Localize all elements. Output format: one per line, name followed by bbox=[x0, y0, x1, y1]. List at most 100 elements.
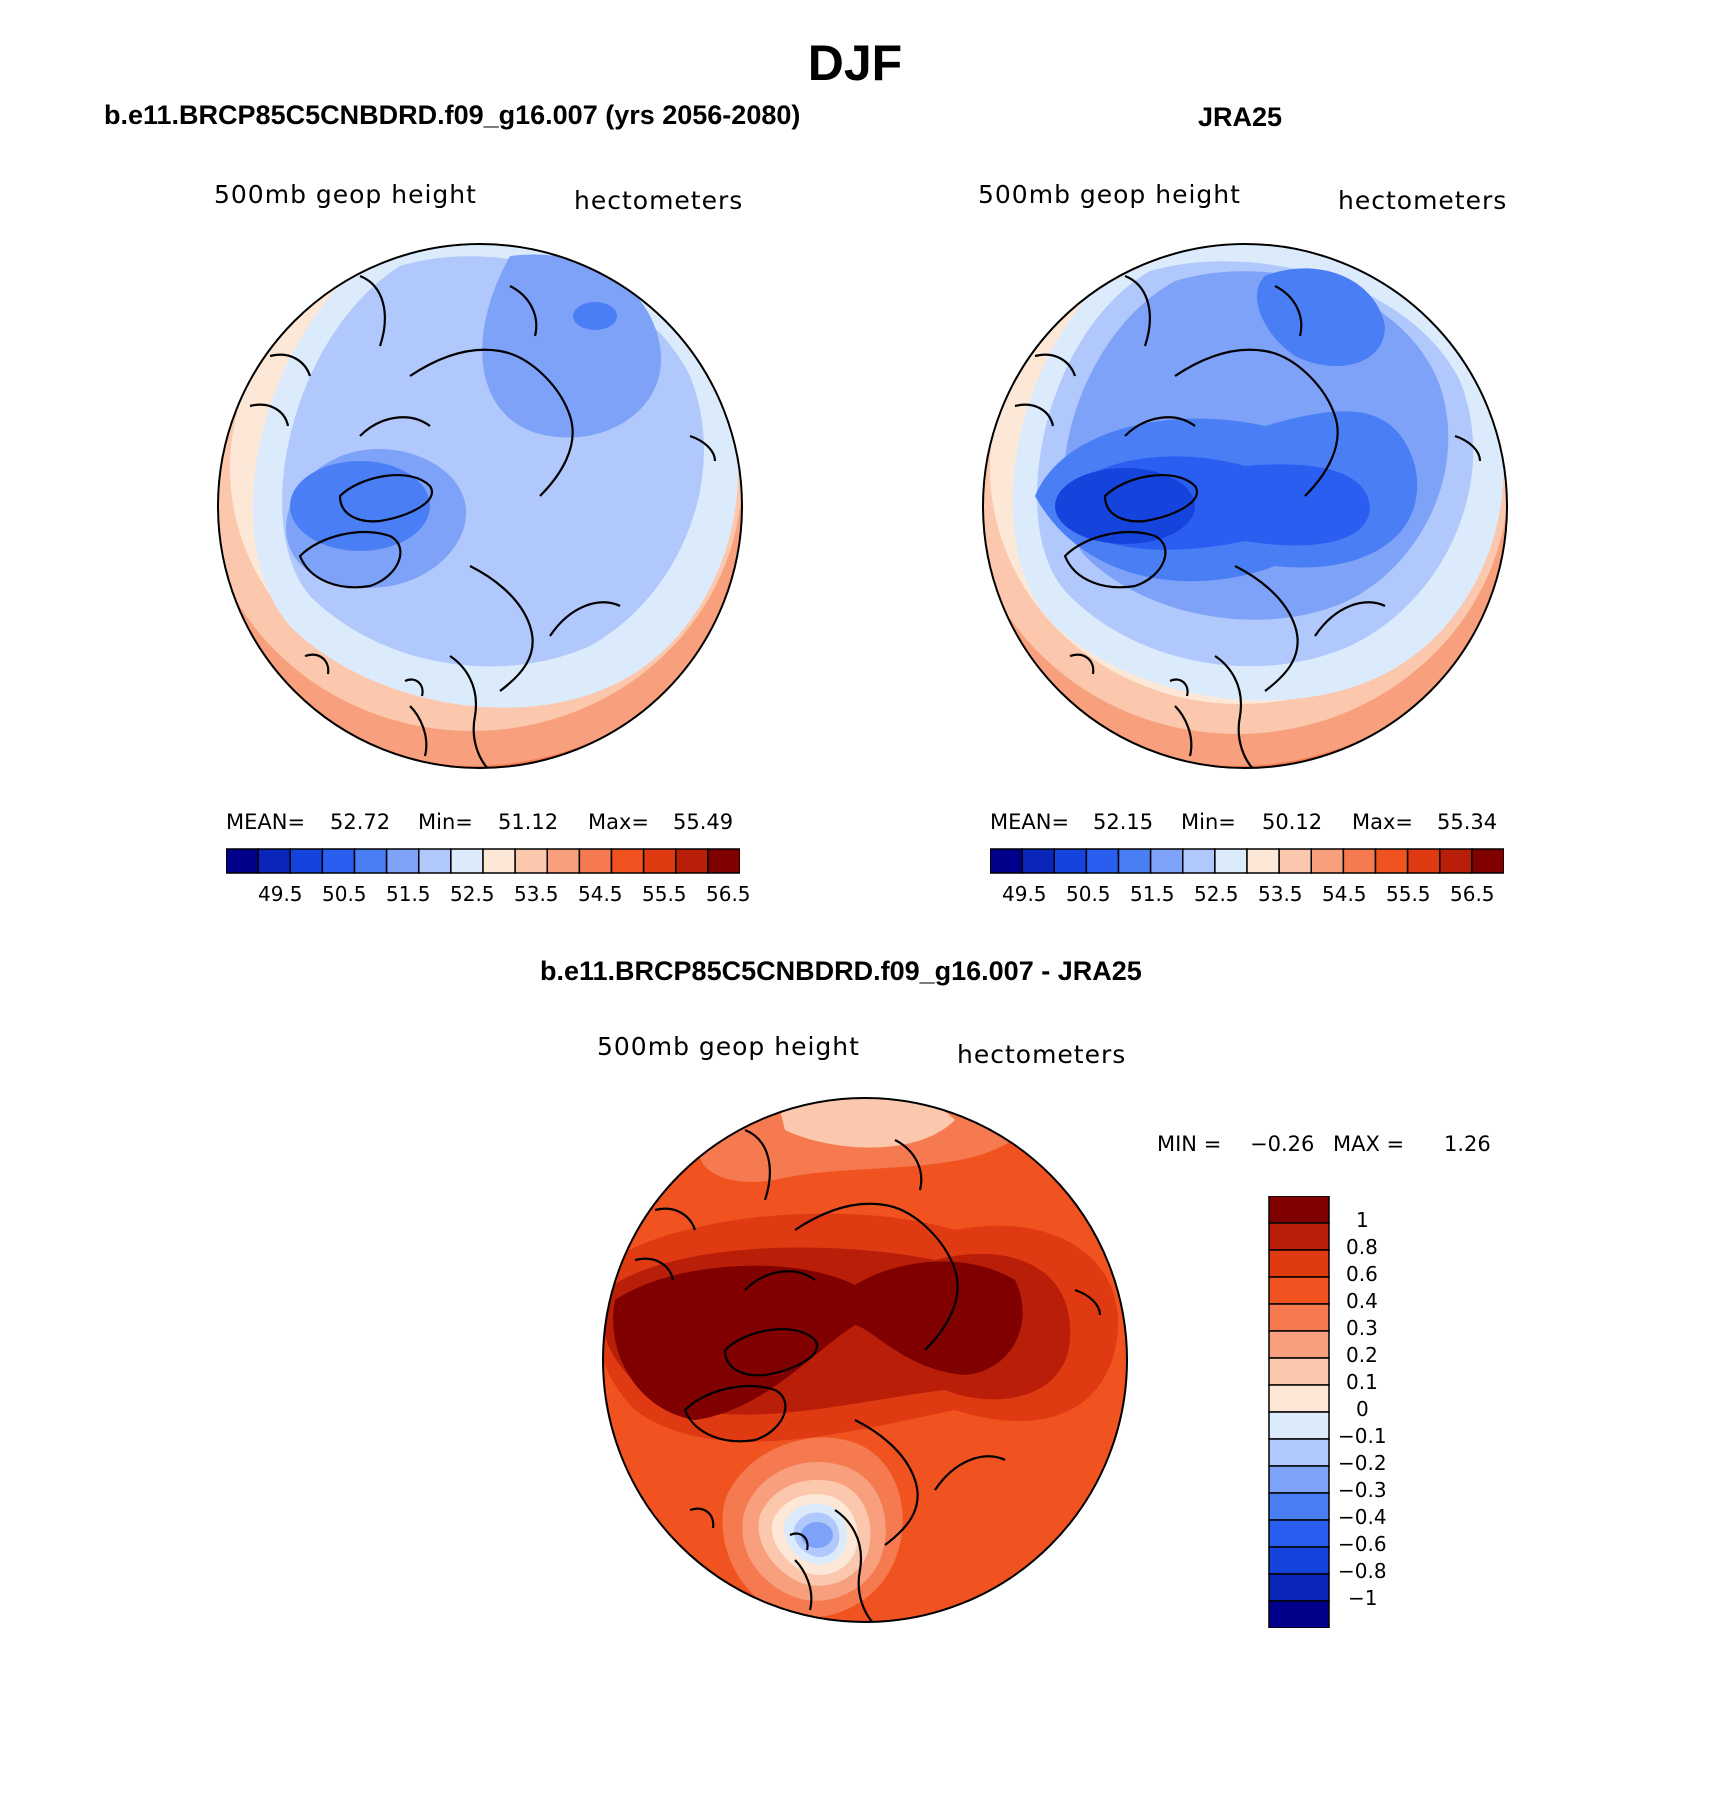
diff-colorbar-tick: 0.1 bbox=[1346, 1370, 1378, 1394]
obs-colorbar-swatch bbox=[1278, 848, 1313, 874]
obs-colorbar-tick: 53.5 bbox=[1258, 882, 1303, 906]
diff-min-value: −0.26 bbox=[1250, 1132, 1315, 1156]
diff-colorbar-swatch bbox=[1268, 1411, 1330, 1440]
model-colorbar-tick: 56.5 bbox=[706, 882, 751, 906]
model-colorbar-swatch bbox=[514, 848, 549, 874]
model-min-label: Min= bbox=[418, 810, 473, 834]
diff-colorbar-tick: 0.3 bbox=[1346, 1316, 1378, 1340]
diff-colorbar bbox=[1268, 1196, 1330, 1628]
diff-colorbar-tick: −0.3 bbox=[1338, 1478, 1387, 1502]
model-panel-title: b.e11.BRCP85C5CNBDRD.f09_g16.007 (yrs 20… bbox=[104, 100, 801, 130]
diff-colorbar-tick: −0.8 bbox=[1338, 1559, 1387, 1583]
model-colorbar-swatch bbox=[546, 848, 581, 874]
model-variable-label: 500mb geop height bbox=[214, 180, 477, 209]
diff-max-value: 1.26 bbox=[1444, 1132, 1491, 1156]
model-units-label: hectometers bbox=[574, 186, 744, 215]
diff-colorbar-swatch bbox=[1268, 1600, 1330, 1628]
obs-variable-label: 500mb geop height bbox=[978, 180, 1241, 209]
diff-colorbar-tick: −0.1 bbox=[1338, 1424, 1387, 1448]
diff-variable-label: 500mb geop height bbox=[597, 1032, 860, 1061]
diff-colorbar-swatch bbox=[1268, 1249, 1330, 1278]
obs-colorbar-swatch bbox=[1182, 848, 1216, 874]
obs-colorbar-swatch bbox=[1085, 848, 1120, 874]
diff-units-label: hectometers bbox=[957, 1040, 1127, 1069]
diff-colorbar-swatch bbox=[1268, 1196, 1330, 1224]
diff-colorbar-tick: −1 bbox=[1348, 1586, 1378, 1610]
obs-colorbar-tick: 52.5 bbox=[1194, 882, 1239, 906]
model-colorbar-swatch bbox=[418, 848, 452, 874]
model-max-label: Max= bbox=[588, 810, 650, 834]
model-colorbar-swatch bbox=[257, 848, 292, 874]
model-colorbar-swatch bbox=[385, 848, 420, 874]
model-colorbar-swatch bbox=[578, 848, 613, 874]
obs-colorbar-swatch bbox=[1214, 848, 1248, 874]
model-polar-map bbox=[217, 243, 743, 769]
model-colorbar-swatch bbox=[289, 848, 324, 874]
diff-colorbar-swatch bbox=[1268, 1573, 1330, 1602]
diff-colorbar-tick: 0.2 bbox=[1346, 1343, 1378, 1367]
obs-min-value: 50.12 bbox=[1262, 810, 1323, 834]
model-mean-value: 52.72 bbox=[330, 810, 391, 834]
obs-colorbar-tick: 49.5 bbox=[1002, 882, 1047, 906]
obs-mean-label: MEAN= bbox=[990, 810, 1070, 834]
model-colorbar-ticks: 49.5 50.5 51.5 52.5 53.5 54.5 55.5 56.5 bbox=[226, 882, 751, 908]
obs-panel-title: JRA25 bbox=[1198, 102, 1283, 132]
diff-colorbar-swatch bbox=[1268, 1438, 1330, 1467]
diff-max-label: MAX = bbox=[1333, 1132, 1405, 1156]
obs-max-value: 55.34 bbox=[1437, 810, 1498, 834]
obs-max-label: Max= bbox=[1352, 810, 1414, 834]
model-colorbar-tick: 53.5 bbox=[514, 882, 559, 906]
obs-colorbar bbox=[990, 848, 1504, 874]
model-colorbar-tick: 55.5 bbox=[642, 882, 687, 906]
obs-colorbar-swatch bbox=[1021, 848, 1056, 874]
obs-colorbar-tick: 55.5 bbox=[1386, 882, 1431, 906]
model-colorbar-tick: 51.5 bbox=[386, 882, 431, 906]
model-colorbar-swatch bbox=[450, 848, 484, 874]
diff-colorbar-swatch bbox=[1268, 1222, 1330, 1251]
obs-polar-map bbox=[982, 243, 1508, 769]
diff-colorbar-swatch bbox=[1268, 1492, 1330, 1521]
obs-min-label: Min= bbox=[1181, 810, 1236, 834]
model-max-value: 55.49 bbox=[673, 810, 734, 834]
diff-colorbar-swatch bbox=[1268, 1330, 1330, 1359]
obs-colorbar-swatch bbox=[1246, 848, 1280, 874]
model-min-value: 51.12 bbox=[498, 810, 559, 834]
obs-colorbar-swatch bbox=[1149, 848, 1184, 874]
obs-colorbar-swatch bbox=[1406, 848, 1441, 874]
diff-polar-map bbox=[602, 1097, 1128, 1623]
diff-colorbar-tick: 1 bbox=[1356, 1208, 1369, 1232]
model-colorbar-swatch bbox=[321, 848, 356, 874]
obs-colorbar-swatch bbox=[1342, 848, 1377, 874]
diff-colorbar-swatch bbox=[1268, 1465, 1330, 1494]
diff-panel-title: b.e11.BRCP85C5CNBDRD.f09_g16.007 - JRA25 bbox=[540, 956, 1142, 986]
diff-colorbar-swatch bbox=[1268, 1303, 1330, 1332]
diff-colorbar-tick: 0 bbox=[1356, 1397, 1369, 1421]
model-colorbar-tick: 49.5 bbox=[258, 882, 303, 906]
obs-colorbar-tick: 50.5 bbox=[1066, 882, 1111, 906]
obs-colorbar-ticks: 49.5 50.5 51.5 52.5 53.5 54.5 55.5 56.5 bbox=[990, 882, 1504, 908]
diff-colorbar-tick: −0.6 bbox=[1338, 1532, 1387, 1556]
obs-colorbar-swatch bbox=[1471, 848, 1504, 874]
model-colorbar-tick: 54.5 bbox=[578, 882, 623, 906]
model-colorbar-swatch bbox=[353, 848, 388, 874]
obs-colorbar-swatch bbox=[990, 848, 1023, 874]
diff-colorbar-swatch bbox=[1268, 1276, 1330, 1305]
model-colorbar-swatch bbox=[482, 848, 516, 874]
diff-colorbar-tick: −0.2 bbox=[1338, 1451, 1387, 1475]
diff-colorbar-swatch bbox=[1268, 1546, 1330, 1575]
diff-min-label: MIN = bbox=[1157, 1132, 1222, 1156]
diff-colorbar-swatch bbox=[1268, 1384, 1330, 1413]
model-mean-label: MEAN= bbox=[226, 810, 306, 834]
obs-colorbar-swatch bbox=[1374, 848, 1409, 874]
obs-colorbar-swatch bbox=[1439, 848, 1473, 874]
obs-colorbar-swatch bbox=[1310, 848, 1345, 874]
obs-colorbar-tick: 54.5 bbox=[1322, 882, 1367, 906]
obs-colorbar-tick: 56.5 bbox=[1450, 882, 1495, 906]
obs-colorbar-tick: 51.5 bbox=[1130, 882, 1175, 906]
diff-colorbar-tick: 0.6 bbox=[1346, 1262, 1378, 1286]
model-colorbar-swatch bbox=[610, 848, 645, 874]
model-colorbar bbox=[226, 848, 740, 874]
model-colorbar-tick: 50.5 bbox=[322, 882, 367, 906]
obs-units-label: hectometers bbox=[1338, 186, 1508, 215]
model-colorbar-swatch bbox=[707, 848, 740, 874]
